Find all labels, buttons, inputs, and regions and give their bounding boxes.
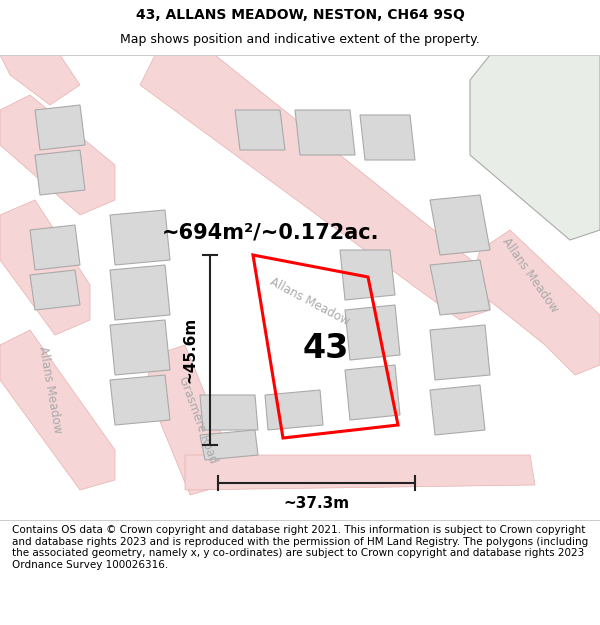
Polygon shape bbox=[0, 55, 80, 105]
Polygon shape bbox=[470, 55, 600, 240]
Polygon shape bbox=[200, 395, 258, 430]
Text: ~694m²/~0.172ac.: ~694m²/~0.172ac. bbox=[161, 223, 379, 243]
Polygon shape bbox=[110, 375, 170, 425]
Polygon shape bbox=[235, 110, 285, 150]
Polygon shape bbox=[0, 330, 115, 490]
Text: Allans Meadow: Allans Meadow bbox=[268, 276, 352, 329]
Text: Allans Meadow: Allans Meadow bbox=[499, 235, 560, 315]
Polygon shape bbox=[0, 95, 115, 215]
Polygon shape bbox=[30, 225, 80, 270]
Polygon shape bbox=[265, 390, 323, 430]
Text: ~45.6m: ~45.6m bbox=[182, 317, 197, 383]
Polygon shape bbox=[470, 230, 600, 375]
Polygon shape bbox=[200, 430, 258, 460]
Polygon shape bbox=[0, 200, 90, 335]
Polygon shape bbox=[430, 195, 490, 255]
Polygon shape bbox=[430, 325, 490, 380]
Polygon shape bbox=[185, 455, 535, 490]
Polygon shape bbox=[295, 110, 355, 155]
Text: ~37.3m: ~37.3m bbox=[283, 496, 350, 511]
Polygon shape bbox=[110, 210, 170, 265]
Polygon shape bbox=[345, 365, 400, 420]
Polygon shape bbox=[145, 345, 230, 495]
Polygon shape bbox=[430, 260, 490, 315]
Polygon shape bbox=[35, 150, 85, 195]
Polygon shape bbox=[35, 105, 85, 150]
Text: Grasmere Road: Grasmere Road bbox=[176, 375, 220, 465]
Polygon shape bbox=[140, 55, 490, 320]
Polygon shape bbox=[360, 115, 415, 160]
Polygon shape bbox=[345, 305, 400, 360]
Polygon shape bbox=[110, 320, 170, 375]
Text: Map shows position and indicative extent of the property.: Map shows position and indicative extent… bbox=[120, 33, 480, 46]
Polygon shape bbox=[430, 385, 485, 435]
Polygon shape bbox=[30, 270, 80, 310]
Text: 43, ALLANS MEADOW, NESTON, CH64 9SQ: 43, ALLANS MEADOW, NESTON, CH64 9SQ bbox=[136, 8, 464, 22]
Polygon shape bbox=[110, 265, 170, 320]
Polygon shape bbox=[340, 250, 395, 300]
Text: Contains OS data © Crown copyright and database right 2021. This information is : Contains OS data © Crown copyright and d… bbox=[12, 525, 588, 570]
Text: 43: 43 bbox=[302, 332, 349, 365]
Text: Allans Meadow: Allans Meadow bbox=[36, 346, 64, 434]
